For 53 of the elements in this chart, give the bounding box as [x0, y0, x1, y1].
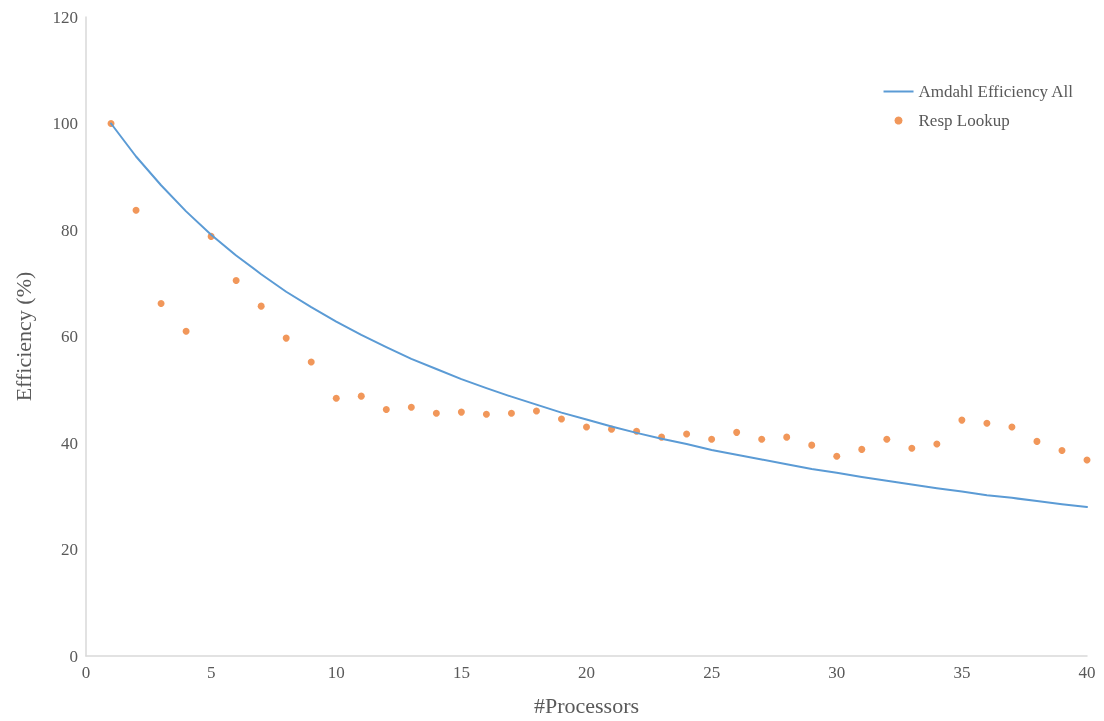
- x-tick-label: 10: [327, 663, 345, 682]
- x-tick-label: 20: [578, 663, 595, 682]
- x-tick-label: 35: [953, 663, 971, 682]
- point: [583, 423, 590, 431]
- point: [382, 405, 390, 413]
- legend-label: Amdahl Efficiency All: [918, 82, 1074, 101]
- y-axis-title: Efficiency (%): [10, 271, 36, 402]
- point: [683, 430, 691, 438]
- point: [332, 394, 340, 402]
- point: [1033, 437, 1041, 445]
- x-tick-label: 30: [828, 663, 846, 682]
- x-axis-title: #Processors: [533, 692, 640, 718]
- point: [983, 419, 991, 427]
- y-tick-label: 120: [52, 7, 78, 27]
- legend-label: Resp Lookup: [918, 111, 1010, 130]
- point: [958, 416, 966, 424]
- point: [132, 206, 140, 214]
- y-tick-label: 40: [61, 433, 78, 453]
- point: [733, 428, 741, 436]
- point: [557, 415, 565, 423]
- point: [307, 358, 315, 366]
- point: [357, 392, 365, 400]
- point: [282, 334, 290, 342]
- point: [157, 299, 165, 307]
- point: [883, 435, 891, 443]
- point: [457, 408, 465, 416]
- point: [783, 433, 791, 441]
- point: [507, 409, 515, 417]
- y-tick-label: 60: [61, 327, 78, 346]
- x-tick-label: 15: [452, 663, 470, 682]
- point: [257, 302, 265, 310]
- x-tick-label: 40: [1078, 663, 1096, 682]
- point: [482, 410, 490, 418]
- y-tick-label: 80: [61, 220, 78, 240]
- point: [708, 435, 716, 443]
- y-tick-label: 100: [52, 114, 78, 133]
- point: [758, 435, 766, 443]
- x-tick-label: 0: [81, 663, 91, 682]
- y-tick-label: 0: [69, 646, 78, 666]
- point: [532, 407, 540, 415]
- point: [1058, 446, 1066, 454]
- point: [808, 441, 816, 449]
- y-tick-label: 20: [61, 540, 78, 559]
- point: [858, 445, 866, 453]
- point: [407, 403, 415, 411]
- point: [933, 440, 941, 448]
- point: [182, 327, 190, 335]
- point: [908, 444, 916, 452]
- point: [232, 277, 240, 285]
- point: [432, 409, 440, 417]
- x-tick-label: 25: [703, 663, 721, 682]
- x-tick-label: 5: [206, 663, 216, 682]
- point: [833, 452, 841, 460]
